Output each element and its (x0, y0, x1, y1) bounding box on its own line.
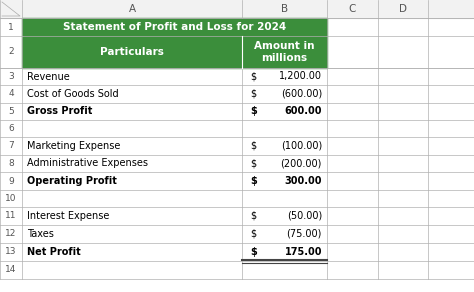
Text: 12: 12 (5, 230, 17, 239)
Text: (75.00): (75.00) (287, 229, 322, 239)
Text: $: $ (250, 176, 257, 186)
Text: 300.00: 300.00 (284, 176, 322, 186)
Text: 4: 4 (8, 90, 14, 98)
Text: Amount in
millions: Amount in millions (254, 41, 315, 63)
Text: (600.00): (600.00) (281, 89, 322, 99)
Text: B: B (281, 4, 288, 14)
Text: (50.00): (50.00) (287, 211, 322, 221)
Text: (100.00): (100.00) (281, 141, 322, 151)
Text: $: $ (250, 211, 256, 221)
Text: (200.00): (200.00) (281, 159, 322, 168)
Text: $: $ (250, 107, 257, 117)
Text: 9: 9 (8, 176, 14, 185)
Text: 3: 3 (8, 72, 14, 81)
Text: Statement of Profit and Loss for 2024: Statement of Profit and Loss for 2024 (63, 22, 286, 32)
Text: $: $ (250, 141, 256, 151)
Text: Operating Profit: Operating Profit (27, 176, 117, 186)
Text: Particulars: Particulars (100, 47, 164, 57)
Text: Taxes: Taxes (27, 229, 54, 239)
Text: $: $ (250, 72, 256, 81)
Text: Gross Profit: Gross Profit (27, 107, 92, 117)
Text: 11: 11 (5, 211, 17, 220)
Text: 175.00: 175.00 (284, 247, 322, 257)
Text: Marketing Expense: Marketing Expense (27, 141, 120, 151)
Text: $: $ (250, 89, 256, 99)
Text: A: A (128, 4, 136, 14)
Text: 1: 1 (8, 22, 14, 32)
Text: Interest Expense: Interest Expense (27, 211, 109, 221)
Text: $: $ (250, 247, 257, 257)
Text: 600.00: 600.00 (284, 107, 322, 117)
Text: 5: 5 (8, 107, 14, 116)
Text: $: $ (250, 159, 256, 168)
Text: Revenue: Revenue (27, 72, 70, 81)
Text: 1,200.00: 1,200.00 (279, 72, 322, 81)
Text: 10: 10 (5, 194, 17, 203)
Text: Cost of Goods Sold: Cost of Goods Sold (27, 89, 118, 99)
Text: C: C (349, 4, 356, 14)
Text: 13: 13 (5, 248, 17, 256)
Text: 14: 14 (5, 265, 17, 274)
Text: D: D (399, 4, 407, 14)
Text: Administrative Expenses: Administrative Expenses (27, 159, 148, 168)
Text: 6: 6 (8, 124, 14, 133)
Text: Net Profit: Net Profit (27, 247, 81, 257)
Text: 8: 8 (8, 159, 14, 168)
Text: 7: 7 (8, 142, 14, 150)
Text: $: $ (250, 229, 256, 239)
Text: 2: 2 (8, 48, 14, 56)
